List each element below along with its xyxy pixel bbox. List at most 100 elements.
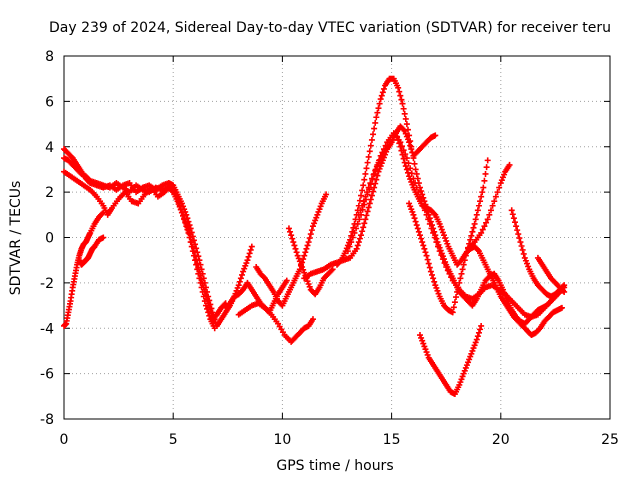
- data-point: [481, 177, 488, 184]
- data-point: [401, 127, 408, 134]
- data-point: [366, 200, 373, 207]
- data-point: [244, 257, 251, 264]
- data-point: [484, 216, 491, 223]
- data-point: [398, 96, 405, 103]
- data-point: [395, 84, 402, 91]
- data-point: [293, 249, 300, 256]
- data-point: [454, 288, 461, 295]
- data-point: [371, 125, 378, 132]
- data-point: [362, 216, 369, 223]
- data-point: [406, 139, 413, 146]
- data-point: [479, 189, 486, 196]
- data-point: [458, 270, 465, 277]
- data-point: [245, 253, 252, 260]
- series-track-7: [235, 300, 316, 345]
- data-point: [301, 269, 308, 276]
- data-point: [521, 254, 528, 261]
- series-track-16: [465, 161, 513, 252]
- data-point: [178, 209, 185, 216]
- data-point: [561, 288, 568, 295]
- data-point: [373, 114, 380, 121]
- data-point: [173, 192, 180, 199]
- data-point: [431, 234, 438, 241]
- data-point: [311, 220, 318, 227]
- data-point: [201, 298, 208, 305]
- data-point: [308, 227, 315, 234]
- data-point: [416, 332, 423, 339]
- data-point: [431, 228, 438, 235]
- data-point: [400, 147, 407, 154]
- data-point: [368, 192, 375, 199]
- data-point: [291, 242, 298, 249]
- data-point: [354, 242, 361, 249]
- data-point: [297, 261, 304, 268]
- data-point: [441, 232, 448, 239]
- data-point: [307, 231, 314, 238]
- data-point: [396, 88, 403, 95]
- data-point: [489, 202, 496, 209]
- data-point: [468, 350, 475, 357]
- data-point: [470, 224, 477, 231]
- data-point: [181, 216, 188, 223]
- data-point: [473, 211, 480, 218]
- data-point: [206, 312, 213, 319]
- data-point: [312, 217, 319, 224]
- data-point: [436, 220, 443, 227]
- x-tick-label: 25: [601, 432, 619, 448]
- data-point: [288, 232, 295, 239]
- y-tick-label: -4: [40, 321, 54, 337]
- data-point: [422, 249, 429, 256]
- data-point: [358, 232, 365, 239]
- y-axis-label: SDTVAR / TECUs: [8, 181, 24, 296]
- data-point: [300, 266, 307, 273]
- data-point: [184, 226, 191, 233]
- data-point: [295, 255, 302, 262]
- data-point: [306, 283, 313, 290]
- data-point: [408, 206, 415, 213]
- data-point: [238, 271, 245, 278]
- data-point: [514, 227, 521, 234]
- data-point: [372, 166, 379, 173]
- data-point: [508, 207, 515, 214]
- data-point: [468, 232, 475, 239]
- data-point: [363, 212, 370, 219]
- data-point: [516, 235, 523, 242]
- data-point: [491, 198, 498, 205]
- data-point: [314, 211, 321, 218]
- data-point: [413, 184, 420, 191]
- data-point: [478, 193, 485, 200]
- data-point: [366, 148, 373, 155]
- y-tick-label: -8: [40, 412, 54, 428]
- data-point: [478, 229, 485, 236]
- data-point: [400, 105, 407, 112]
- data-point: [496, 184, 503, 191]
- data-point: [443, 263, 450, 270]
- data-point: [492, 193, 499, 200]
- data-point: [438, 252, 445, 259]
- x-tick-label: 5: [169, 432, 178, 448]
- data-point: [442, 235, 449, 242]
- data-point: [305, 239, 312, 246]
- data-point: [292, 245, 299, 252]
- data-point: [374, 172, 381, 179]
- data-point: [376, 100, 383, 107]
- data-point: [451, 299, 458, 306]
- data-point: [423, 211, 430, 218]
- data-point: [407, 165, 414, 172]
- data-point: [470, 345, 477, 352]
- data-point: [463, 248, 470, 255]
- data-point: [368, 136, 375, 143]
- data-point: [356, 216, 363, 223]
- data-point: [305, 281, 312, 288]
- series-track-5: [61, 168, 218, 332]
- x-tick-label: 0: [60, 432, 69, 448]
- data-point: [467, 353, 474, 360]
- data-point: [402, 115, 409, 122]
- data-point: [480, 184, 487, 191]
- data-point: [460, 261, 467, 268]
- data-point: [510, 215, 517, 222]
- x-axis-label: GPS time / hours: [276, 458, 393, 474]
- data-point: [403, 166, 410, 173]
- y-tick-label: 6: [45, 94, 54, 110]
- data-point: [425, 216, 432, 223]
